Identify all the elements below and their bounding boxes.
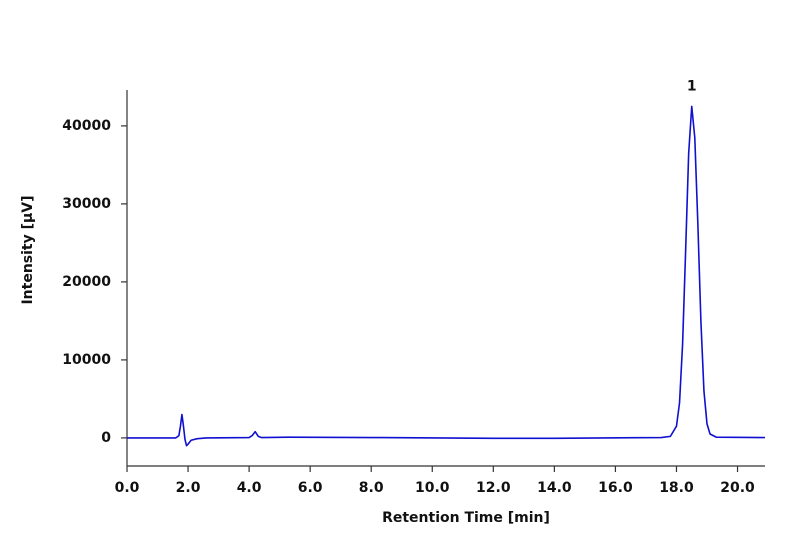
x-tick-label: 18.0 (659, 480, 694, 496)
y-tick-label: 30000 (62, 196, 111, 212)
x-tick-label: 2.0 (176, 480, 201, 496)
x-tick-label: 8.0 (359, 480, 384, 496)
x-tick-label: 12.0 (476, 480, 511, 496)
x-tick-label: 16.0 (598, 480, 633, 496)
y-tick-label: 10000 (62, 352, 111, 368)
x-tick-label: 6.0 (298, 480, 323, 496)
x-tick-label: 0.0 (115, 480, 140, 496)
y-tick-label: 20000 (62, 274, 111, 290)
y-axis-label: Intensity [µV] (20, 195, 36, 304)
y-tick-label: 40000 (62, 118, 111, 134)
x-tick-label: 14.0 (537, 480, 572, 496)
x-tick-label: 4.0 (237, 480, 262, 496)
peak-label: 1 (687, 78, 697, 94)
chromatogram-line (127, 105, 766, 447)
x-tick-label: 10.0 (415, 480, 450, 496)
y-tick-label: 0 (101, 430, 111, 446)
x-axis-label: Retention Time [min] (382, 510, 550, 526)
x-tick-label: 20.0 (720, 480, 755, 496)
